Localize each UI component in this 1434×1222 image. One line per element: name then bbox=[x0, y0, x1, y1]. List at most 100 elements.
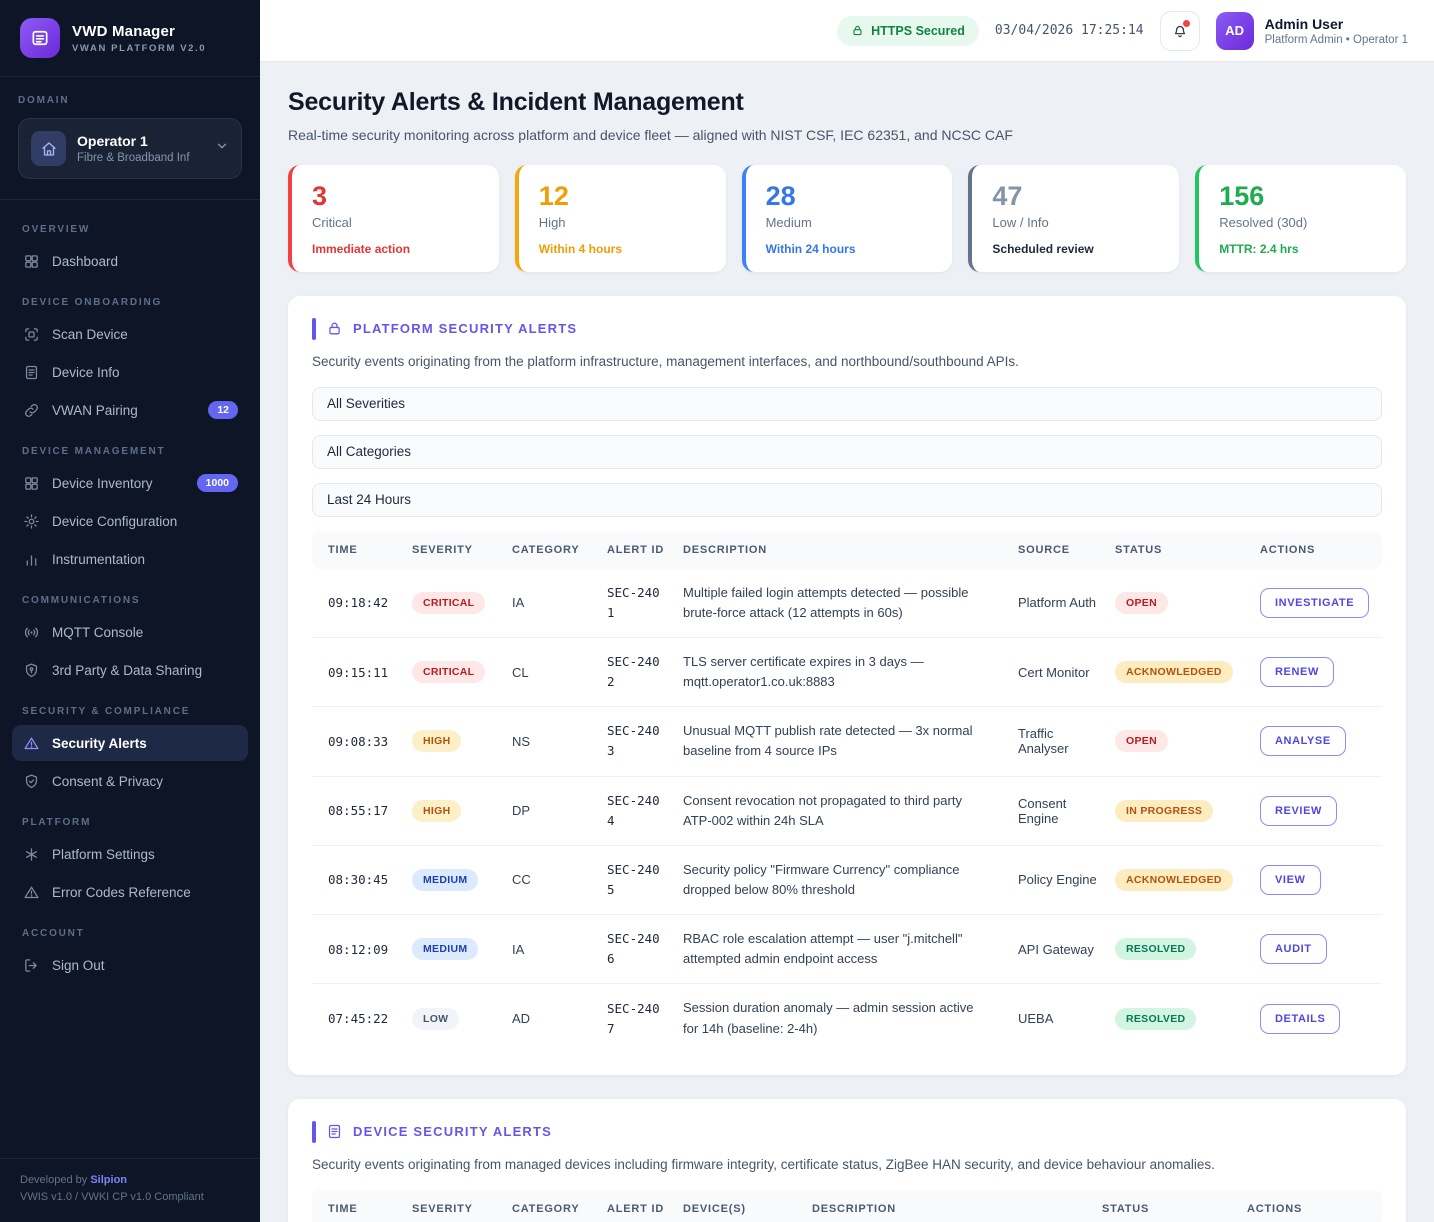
sidebar-item-consent-privacy[interactable]: Consent & Privacy bbox=[12, 763, 248, 799]
severity-filter-select[interactable]: All Severities bbox=[312, 386, 1382, 421]
section-title-device-onboarding: DEVICE ONBOARDING bbox=[22, 297, 163, 308]
compliance-text: VWIS v1.0 / VWKI CP v1.0 Compliant bbox=[20, 1190, 204, 1203]
alert-time: 09:15:11 bbox=[312, 636, 404, 707]
domain-selector[interactable]: Operator 1 Fibre & Broadband Inf bbox=[18, 118, 242, 179]
bar-chart-icon bbox=[22, 550, 40, 568]
col-status: STATUS bbox=[1094, 1189, 1239, 1222]
view-button[interactable]: VIEW bbox=[1260, 864, 1321, 895]
sidebar-footer: Developed by Silpion VWIS v1.0 / VWKI CP… bbox=[0, 1157, 260, 1222]
stat-card-resolved: 156 Resolved (30d) MTTR: 2.4 hrs bbox=[1195, 165, 1406, 272]
table-row: 08:55:17 HIGH DP SEC-2404 Consent revoca… bbox=[312, 775, 1382, 846]
user-name: Admin User bbox=[1264, 15, 1344, 32]
domain-block: DOMAIN Operator 1 Fibre & Broadband Inf bbox=[0, 77, 260, 200]
time-filter-select[interactable]: Last 24 Hours bbox=[312, 482, 1382, 517]
status-badge: ACKNOWLEDGED bbox=[1115, 868, 1233, 891]
sidebar-item-error-codes[interactable]: Error Codes Reference bbox=[12, 874, 248, 910]
status-badge: ACKNOWLEDGED bbox=[1115, 661, 1233, 684]
alert-category: NS bbox=[504, 706, 599, 777]
alert-description: Multiple failed login attempts detected … bbox=[683, 584, 969, 620]
dashboard-grid-icon bbox=[22, 252, 40, 270]
sidebar-item-label: 3rd Party & Data Sharing bbox=[52, 662, 203, 678]
scan-icon bbox=[22, 325, 40, 343]
alert-category: CL bbox=[504, 636, 599, 707]
renew-button[interactable]: RENEW bbox=[1260, 657, 1334, 688]
sidebar-item-label: VWAN Pairing bbox=[52, 402, 138, 418]
sidebar-item-scan-device[interactable]: Scan Device bbox=[12, 316, 248, 352]
section-title-device-management: DEVICE MANAGEMENT bbox=[22, 446, 166, 457]
severity-badge: MEDIUM bbox=[412, 938, 479, 961]
sidebar-item-dashboard[interactable]: Dashboard bbox=[12, 243, 248, 279]
alert-source: Policy Engine bbox=[1010, 844, 1107, 915]
warning-triangle-icon bbox=[22, 883, 40, 901]
main-area: HTTPS Secured 03/04/2026 17:25:14 AD Adm… bbox=[260, 0, 1434, 1222]
alert-time: 08:30:45 bbox=[312, 844, 404, 915]
alert-time: 09:18:42 bbox=[328, 595, 389, 611]
stat-note: Within 4 hours bbox=[538, 241, 623, 256]
table-row: 09:15:11 CRITICAL CL SEC-2402 TLS server… bbox=[312, 636, 1382, 707]
sidebar-item-device-inventory[interactable]: Device Inventory 1000 bbox=[12, 465, 248, 501]
investigate-button[interactable]: INVESTIGATE bbox=[1260, 587, 1370, 618]
panel-title: PLATFORM SECURITY ALERTS bbox=[353, 321, 578, 337]
col-devices: DEVICE(S) bbox=[675, 1189, 804, 1222]
section-title-overview: OVERVIEW bbox=[22, 224, 91, 235]
accent-bar bbox=[312, 317, 316, 340]
severity-badge: HIGH bbox=[412, 799, 462, 822]
severity-badge: LOW bbox=[412, 1007, 460, 1030]
device-alerts-table: TIME SEVERITY CATEGORY ALERT ID DEVICE(S… bbox=[312, 1189, 1382, 1222]
shield-key-icon bbox=[22, 661, 40, 679]
sidebar-item-sign-out[interactable]: Sign Out bbox=[12, 947, 248, 983]
sidebar-item-instrumentation[interactable]: Instrumentation bbox=[12, 541, 248, 577]
notifications-button[interactable] bbox=[1159, 10, 1200, 51]
status-badge: IN PROGRESS bbox=[1115, 799, 1214, 822]
platform-alerts-panel: PLATFORM SECURITY ALERTS Security events… bbox=[288, 295, 1406, 1075]
pairing-count-badge: 12 bbox=[208, 401, 238, 419]
analyse-button[interactable]: ANALYSE bbox=[1260, 726, 1346, 757]
alert-id: SEC-2403 bbox=[599, 706, 675, 777]
link-icon bbox=[22, 401, 40, 419]
user-menu[interactable]: AD Admin User Platform Admin • Operator … bbox=[1215, 11, 1408, 50]
col-severity: SEVERITY bbox=[404, 1189, 504, 1222]
alert-source: Cert Monitor bbox=[1010, 636, 1107, 707]
sidebar-item-vwan-pairing[interactable]: VWAN Pairing 12 bbox=[12, 392, 248, 428]
col-description: DESCRIPTION bbox=[675, 530, 1010, 569]
app-subtitle: VWAN PLATFORM V2.0 bbox=[72, 42, 207, 54]
sidebar-item-label: Platform Settings bbox=[52, 846, 155, 862]
alert-id: SEC-2402 bbox=[599, 636, 675, 707]
sidebar-item-platform-settings[interactable]: Platform Settings bbox=[12, 836, 248, 872]
alert-category: IA bbox=[504, 914, 599, 984]
stat-value: 12 bbox=[538, 181, 569, 211]
panel-title: DEVICE SECURITY ALERTS bbox=[353, 1124, 553, 1140]
col-status: STATUS bbox=[1107, 530, 1252, 569]
stat-card-medium: 28 Medium Within 24 hours bbox=[741, 165, 953, 272]
alert-id: SEC-2407 bbox=[599, 983, 675, 1053]
col-category: CATEGORY bbox=[504, 530, 599, 569]
col-alert-id: ALERT ID bbox=[599, 1189, 675, 1222]
status-badge: OPEN bbox=[1115, 730, 1168, 753]
col-source: SOURCE bbox=[1010, 530, 1107, 569]
alert-description: RBAC role escalation attempt — user "j.m… bbox=[675, 914, 1010, 984]
alert-source: Consent Engine bbox=[1010, 775, 1107, 846]
table-header-row: TIME SEVERITY CATEGORY ALERT ID DEVICE(S… bbox=[312, 1189, 1382, 1222]
stat-note: Scheduled review bbox=[992, 241, 1094, 256]
category-filter-select[interactable]: All Categories bbox=[312, 434, 1382, 469]
app-logo-icon bbox=[20, 18, 60, 58]
sidebar-item-third-party[interactable]: 3rd Party & Data Sharing bbox=[12, 652, 248, 688]
sidebar-item-device-info[interactable]: Device Info bbox=[12, 354, 248, 390]
vendor-link[interactable]: Silpion bbox=[90, 1173, 128, 1186]
alert-id: SEC-2404 bbox=[599, 775, 675, 846]
review-button[interactable]: REVIEW bbox=[1260, 795, 1337, 826]
inventory-grid-icon bbox=[22, 474, 40, 492]
sidebar-item-security-alerts[interactable]: Security Alerts bbox=[12, 725, 248, 761]
asterisk-icon bbox=[22, 845, 40, 863]
section-title-communications: COMMUNICATIONS bbox=[22, 595, 141, 606]
details-button[interactable]: DETAILS bbox=[1260, 1003, 1341, 1034]
alert-description: Security policy "Firmware Currency" comp… bbox=[675, 844, 1010, 915]
app-logo-block: VWD Manager VWAN PLATFORM V2.0 bbox=[0, 0, 260, 77]
domain-name: Operator 1 bbox=[77, 133, 148, 149]
sidebar-item-device-configuration[interactable]: Device Configuration bbox=[12, 503, 248, 539]
alert-category: IA bbox=[512, 595, 525, 611]
sidebar-item-label: Device Info bbox=[52, 364, 120, 380]
table-row: 09:18:42 CRITICAL IA SEC-2401 Multiple f… bbox=[312, 569, 1382, 638]
audit-button[interactable]: AUDIT bbox=[1260, 934, 1327, 965]
sidebar-item-mqtt-console[interactable]: MQTT Console bbox=[12, 614, 248, 650]
